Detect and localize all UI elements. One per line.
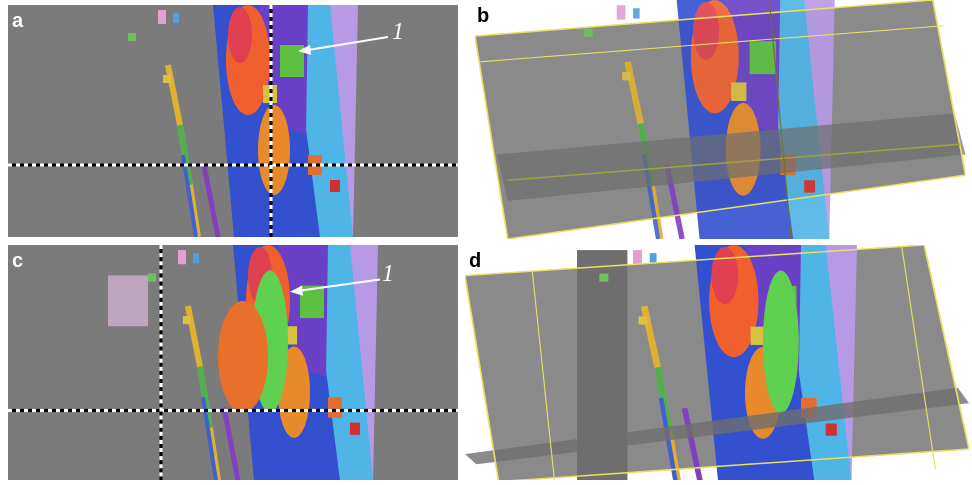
panel-a: a 1 bbox=[8, 5, 458, 237]
panel-label: a bbox=[12, 10, 24, 32]
panel-label: c bbox=[12, 250, 23, 272]
panel-c: c 1 bbox=[8, 245, 458, 480]
figure: a 1 b c 1 bbox=[0, 0, 972, 480]
annotation: 1 bbox=[392, 19, 404, 45]
panel-label: d bbox=[469, 250, 481, 272]
panel-b: b bbox=[475, 0, 966, 239]
panel-d: d bbox=[465, 245, 969, 480]
annotation: 1 bbox=[382, 261, 394, 287]
panel-label: b bbox=[477, 5, 489, 27]
